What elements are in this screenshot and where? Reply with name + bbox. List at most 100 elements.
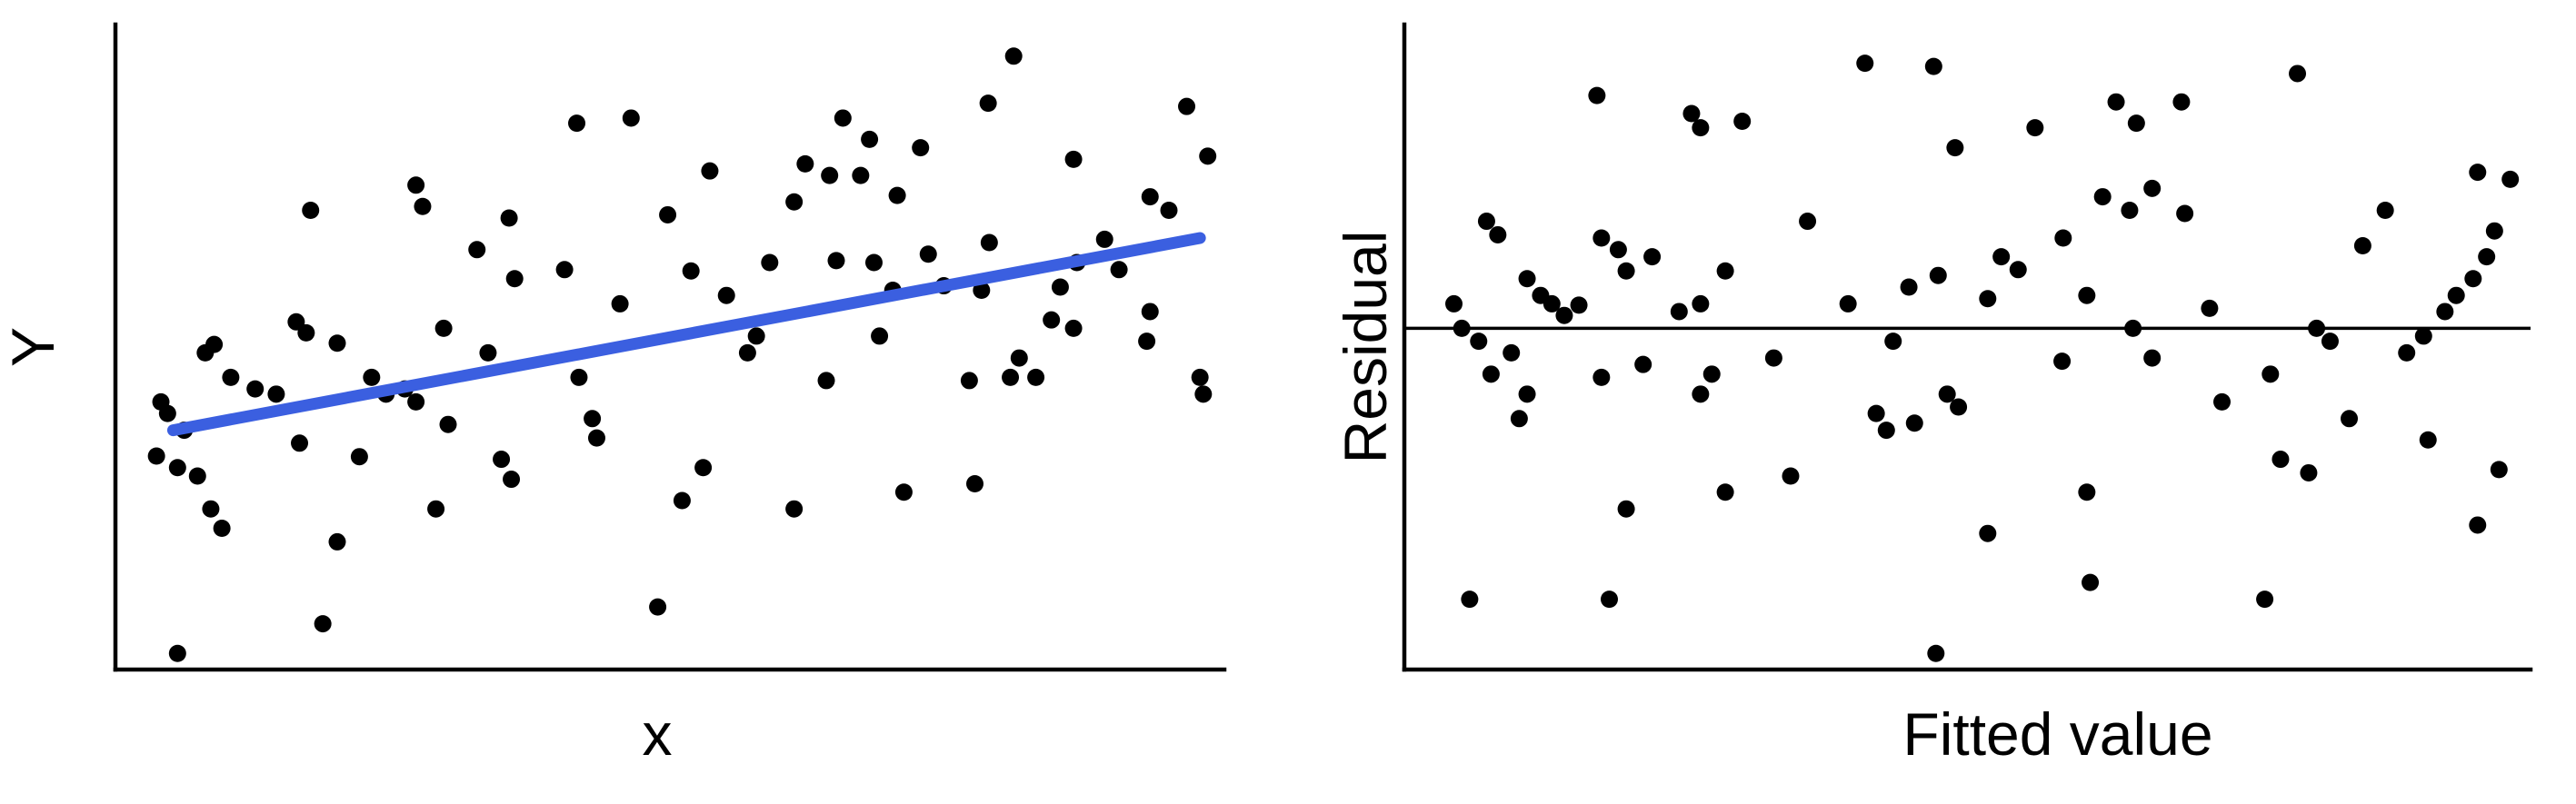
data-point: [673, 491, 691, 510]
data-point: [2414, 327, 2432, 345]
data-point: [568, 114, 586, 133]
data-point: [2124, 319, 2142, 337]
data-point: [871, 327, 889, 345]
data-point: [1051, 278, 1069, 296]
data-point: [328, 532, 346, 551]
data-point: [1877, 422, 1895, 440]
data-point: [1194, 385, 1213, 403]
data-point: [1702, 365, 1721, 383]
data-point: [2026, 119, 2044, 137]
data-point: [1470, 333, 1488, 351]
data-point: [2478, 248, 2496, 266]
data-point: [1692, 119, 1710, 137]
data-point: [314, 615, 332, 633]
data-point: [1593, 368, 1611, 386]
data-point: [2419, 431, 2437, 449]
data-point: [1010, 349, 1028, 367]
data-point: [407, 176, 425, 194]
data-point: [649, 598, 667, 616]
data-point: [434, 319, 453, 337]
data-point: [2053, 352, 2072, 371]
data-point: [1682, 104, 1701, 123]
data-point: [500, 209, 518, 227]
data-point: [188, 467, 206, 485]
data-point: [888, 186, 906, 204]
data-point: [427, 500, 445, 518]
data-point: [2353, 237, 2371, 255]
data-point: [1141, 303, 1159, 321]
data-point: [363, 368, 381, 386]
data-point: [821, 166, 839, 184]
data-point: [468, 241, 486, 259]
data-point: [717, 286, 735, 304]
data-point: [2127, 114, 2145, 133]
data-point: [738, 343, 756, 362]
data-point: [796, 154, 814, 173]
data-point: [205, 335, 224, 353]
data-point: [1518, 270, 1536, 288]
data-point: [1191, 368, 1209, 386]
data-point: [1027, 368, 1045, 386]
data-point: [287, 313, 305, 331]
data-point: [2143, 349, 2162, 367]
data-point: [222, 368, 240, 386]
data-point: [1634, 355, 1652, 373]
data-point: [2093, 188, 2112, 206]
data-point: [966, 475, 983, 493]
data-point: [328, 334, 346, 352]
data-point: [1543, 294, 1561, 313]
data-point: [584, 410, 602, 428]
data-point: [659, 205, 677, 223]
data-point: [980, 233, 998, 252]
data-point: [785, 500, 804, 518]
data-points-group: [147, 47, 1217, 662]
data-point: [1839, 294, 1857, 313]
data-point: [2464, 270, 2482, 288]
data-point: [682, 262, 700, 280]
data-point: [1609, 241, 1627, 259]
data-point: [1856, 55, 1874, 73]
data-point: [701, 162, 719, 180]
scatter-plot-left: [113, 22, 1227, 672]
data-point: [1503, 343, 1521, 362]
data-point: [694, 459, 713, 477]
data-point: [2485, 222, 2503, 240]
data-point: [827, 252, 845, 270]
data-point: [2447, 286, 2465, 304]
data-point: [2213, 392, 2232, 411]
data-point: [1992, 248, 2011, 266]
data-point: [2107, 93, 2125, 111]
data-point: [2172, 93, 2191, 111]
data-point: [834, 109, 852, 127]
data-point: [1445, 294, 1463, 313]
residual-plot-right: [1402, 22, 2533, 672]
data-point: [1178, 97, 1196, 115]
data-point: [291, 434, 309, 452]
data-point: [2009, 261, 2027, 279]
data-point: [2082, 573, 2100, 591]
data-point: [1617, 262, 1635, 280]
data-point: [1782, 467, 1800, 485]
data-point: [2321, 333, 2339, 351]
data-point: [2078, 286, 2096, 304]
data-point: [479, 343, 497, 362]
data-point: [1929, 266, 1947, 284]
left-y-axis-label: Y: [0, 326, 66, 368]
data-point: [1979, 524, 1997, 542]
data-point: [202, 500, 220, 518]
data-point: [1692, 294, 1710, 313]
data-point: [1043, 311, 1061, 329]
data-point: [1867, 404, 1885, 422]
data-point: [2490, 461, 2508, 479]
data-point: [861, 130, 879, 148]
data-point: [1716, 483, 1734, 501]
data-point: [213, 520, 231, 538]
data-points-group: [1445, 55, 2520, 662]
data-point: [1095, 230, 1113, 248]
data-point: [912, 139, 930, 157]
data-point: [503, 471, 521, 489]
data-point: [493, 451, 511, 469]
data-point: [973, 282, 991, 300]
data-point: [1555, 306, 1573, 324]
data-point: [1004, 47, 1023, 65]
